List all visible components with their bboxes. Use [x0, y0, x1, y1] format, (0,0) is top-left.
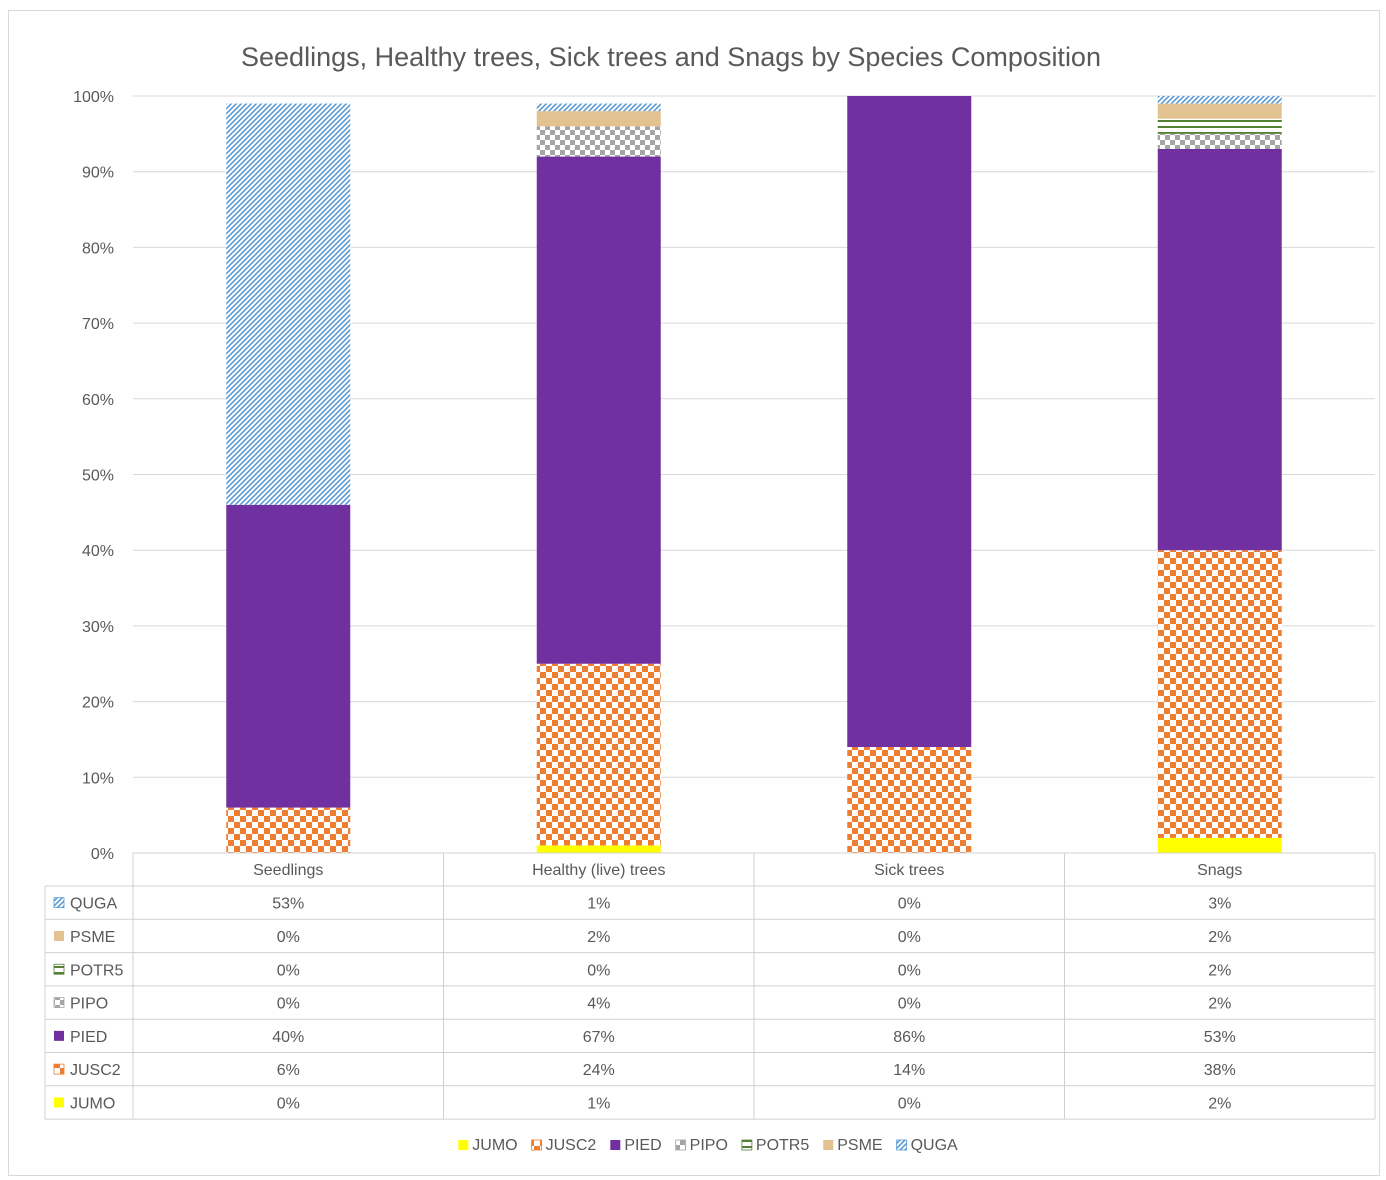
y-tick-label: 30% — [82, 619, 114, 636]
bar-jusc2-snags — [1157, 550, 1282, 838]
table-cell: 0% — [898, 1095, 921, 1112]
legend-key-psme — [823, 1140, 834, 1150]
category-label: Snags — [1197, 862, 1242, 879]
legend-label: POTR5 — [756, 1137, 809, 1154]
bar-quga-snags — [1157, 96, 1282, 104]
table-cell: 0% — [898, 929, 921, 946]
legend-key-jusc2 — [531, 1139, 543, 1151]
table-cell: 24% — [583, 1062, 615, 1079]
legend-label: JUMO — [472, 1137, 517, 1154]
table-cell: 0% — [587, 962, 610, 979]
table-series-label: QUGA — [70, 896, 117, 913]
legend: JUMO JUSC2 PIED PIPO POTR5 PSME QUGA — [458, 1137, 958, 1154]
legend-key-potr5 — [741, 1139, 753, 1151]
table-key-jumo — [54, 1097, 64, 1108]
legend-label: QUGA — [911, 1137, 958, 1154]
table-cell: 0% — [898, 962, 921, 979]
bar-pied-sick-trees — [847, 96, 972, 748]
y-axis: 0% 10% 20% 30% 40% 50% 60% 70% 80% 90% 100% — [73, 89, 114, 863]
y-tick-label: 70% — [82, 316, 114, 333]
table-cell: 0% — [277, 929, 300, 946]
bar-pied-healthy-live-trees — [536, 156, 661, 664]
category-label: Sick trees — [874, 862, 944, 879]
y-tick-label: 0% — [91, 846, 114, 863]
table-cell: 14% — [893, 1062, 925, 1079]
bar-pipo-snags — [1157, 133, 1282, 149]
table-series-label: PIPO — [70, 996, 108, 1013]
table-cell: 53% — [272, 896, 304, 913]
table-cell: 0% — [277, 962, 300, 979]
table-cell: 2% — [1208, 996, 1231, 1013]
table-cell: 2% — [1208, 1095, 1231, 1112]
bar-jusc2-healthy-live-trees — [536, 663, 661, 846]
table-cell: 2% — [1208, 962, 1231, 979]
legend-label: PSME — [837, 1137, 882, 1154]
legend-key-pipo — [675, 1139, 687, 1151]
bar-psme-healthy-live-trees — [536, 111, 661, 127]
table-series-label: PSME — [70, 929, 115, 946]
table-key-pied — [54, 1030, 64, 1041]
bar-psme-snags — [1157, 103, 1282, 119]
bar-jusc2-seedlings — [226, 807, 351, 853]
table-series-label: JUMO — [70, 1095, 115, 1112]
legend-key-quga — [896, 1139, 907, 1151]
y-tick-label: 40% — [82, 543, 114, 560]
table-cell: 2% — [1208, 929, 1231, 946]
table-cell: 0% — [898, 896, 921, 913]
table-cell: 0% — [277, 996, 300, 1013]
bar-pipo-healthy-live-trees — [536, 126, 661, 157]
legend-key-pied — [610, 1140, 621, 1150]
table-cell: 67% — [583, 1029, 615, 1046]
data-table: Seedlings Healthy (live) trees Sick trees S… — [44, 852, 1376, 1120]
table-key-quga — [53, 897, 65, 909]
bar-quga-healthy-live-trees — [536, 103, 661, 112]
table-cell: 3% — [1208, 896, 1231, 913]
bar-jumo-healthy-live-trees — [536, 845, 661, 853]
y-tick-label: 80% — [82, 240, 114, 257]
bar-jumo-snags — [1157, 837, 1282, 853]
table-cell: 6% — [277, 1062, 300, 1079]
y-tick-label: 10% — [82, 770, 114, 787]
bar-potr5-snags — [1157, 118, 1282, 134]
legend-key-jumo — [458, 1140, 469, 1150]
table-key-potr5 — [53, 963, 65, 975]
bar-pied-seedlings — [226, 504, 351, 808]
table-series-label: PIED — [70, 1029, 107, 1046]
y-tick-label: 60% — [82, 392, 114, 409]
y-tick-label: 100% — [73, 89, 114, 106]
chart-title: Seedlings, Healthy trees, Sick trees and… — [241, 42, 1101, 72]
table-cell: 86% — [893, 1029, 925, 1046]
category-label: Seedlings — [253, 862, 323, 879]
table-key-jusc2 — [53, 1063, 65, 1075]
legend-label: PIPO — [690, 1137, 728, 1154]
table-cell: 4% — [587, 996, 610, 1013]
table-cell: 2% — [587, 929, 610, 946]
y-tick-label: 20% — [82, 695, 114, 712]
y-tick-label: 90% — [82, 165, 114, 182]
table-cell: 38% — [1204, 1062, 1236, 1079]
bars — [226, 96, 1282, 853]
table-key-psme — [54, 930, 64, 941]
table-cell: 0% — [898, 996, 921, 1013]
bar-jusc2-sick-trees — [847, 747, 972, 853]
table-cell: 40% — [272, 1029, 304, 1046]
table-series-label: JUSC2 — [70, 1062, 121, 1079]
table-series-label: POTR5 — [70, 962, 123, 979]
table-cell: 53% — [1204, 1029, 1236, 1046]
bar-quga-seedlings — [226, 103, 351, 505]
y-tick-label: 50% — [82, 468, 114, 485]
table-cell: 1% — [587, 1095, 610, 1112]
bar-pied-snags — [1157, 148, 1282, 551]
legend-label: PIED — [624, 1137, 661, 1154]
table-cell: 1% — [587, 896, 610, 913]
table-key-pipo — [53, 997, 65, 1008]
table-cell: 0% — [277, 1095, 300, 1112]
legend-label: JUSC2 — [546, 1137, 597, 1154]
category-label: Healthy (live) trees — [532, 862, 665, 879]
